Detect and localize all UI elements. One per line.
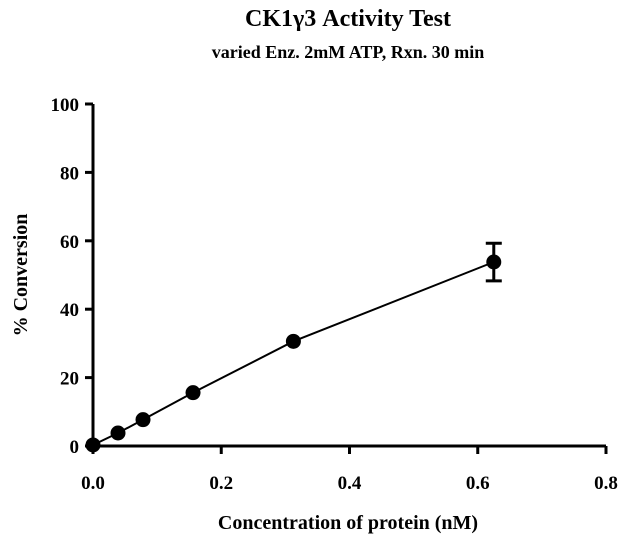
y-tick-label: 20 <box>60 369 79 390</box>
y-tick-label: 0 <box>70 437 80 458</box>
x-axis-label: Concentration of protein (nM) <box>218 512 478 534</box>
y-tick-label: 40 <box>60 300 79 321</box>
y-axis-label: % Conversion <box>10 214 32 337</box>
data-point <box>185 385 201 401</box>
x-tick-label: 0.0 <box>81 473 105 494</box>
x-tick-label: 0.4 <box>338 473 362 494</box>
data-point <box>85 437 101 453</box>
x-tick-label: 0.6 <box>466 473 490 494</box>
chart-title: CK1γ3 Activity Test <box>245 6 451 32</box>
y-tick-label: 80 <box>60 163 79 184</box>
y-ticks: 0 20 40 60 80 100 <box>51 95 93 458</box>
x-tick-label: 0.2 <box>209 473 233 494</box>
chart-subtitle: varied Enz. 2mM ATP, Rxn. 30 min <box>212 42 485 62</box>
y-tick-label: 60 <box>60 232 79 253</box>
data-point <box>135 412 151 428</box>
data-point <box>486 254 502 270</box>
series-layer <box>85 241 502 453</box>
x-tick-label: 0.8 <box>594 473 618 494</box>
series-line <box>92 261 495 446</box>
data-point <box>110 425 126 441</box>
y-tick-label: 100 <box>51 95 80 116</box>
x-ticks: 0.0 0.2 0.4 0.6 0.8 <box>81 446 618 494</box>
data-point <box>285 333 301 349</box>
